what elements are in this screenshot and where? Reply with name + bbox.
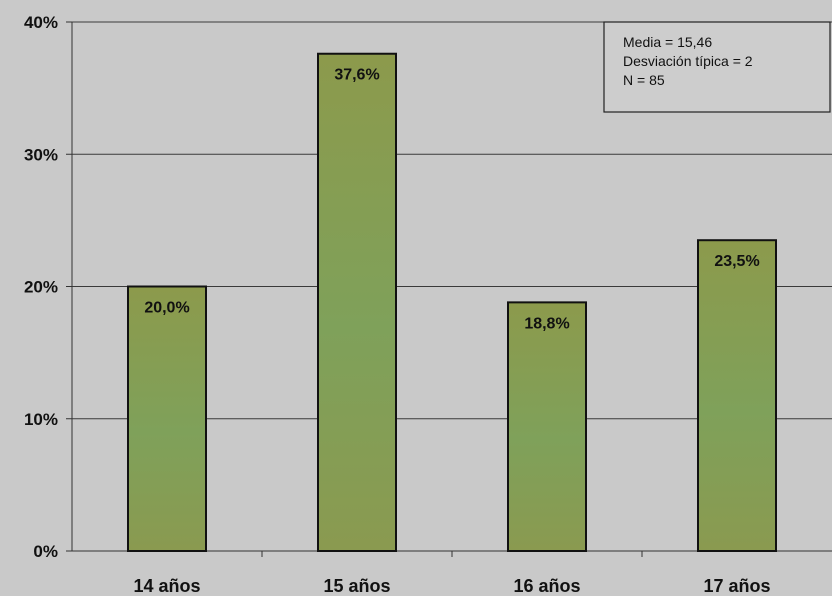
y-tick-label: 40% [24,13,58,32]
labels: 0% 10% 20% 30% 40% 20,0% 14 años 37,6% 15 años 18… [24,13,771,596]
bar [507,301,587,552]
bar-value-label: 20,0% [144,300,189,317]
x-category-label: 17 años [703,576,770,596]
bar-value-label: 23,5% [714,253,759,270]
bar-value-label: 18,8% [524,315,569,332]
stats-box: Media = 15,46 Desviación típica = 2 N = … [603,21,831,113]
bars [127,52,777,553]
stats-mean: Media = 15,46 [623,34,712,50]
y-tick-label: 30% [24,145,58,164]
y-tick-label: 0% [33,542,58,561]
x-category-label: 14 años [133,576,200,596]
y-tick-label: 10% [24,410,58,429]
bar [127,285,207,552]
bar [697,239,777,552]
x-category-label: 16 años [513,576,580,596]
x-category-label: 15 años [323,576,390,596]
bar [317,52,397,553]
stats-n: N = 85 [623,72,665,88]
stats-std-dev: Desviación típica = 2 [623,53,753,69]
y-tick-label: 20% [24,278,58,297]
bar-value-label: 37,6% [334,67,379,84]
